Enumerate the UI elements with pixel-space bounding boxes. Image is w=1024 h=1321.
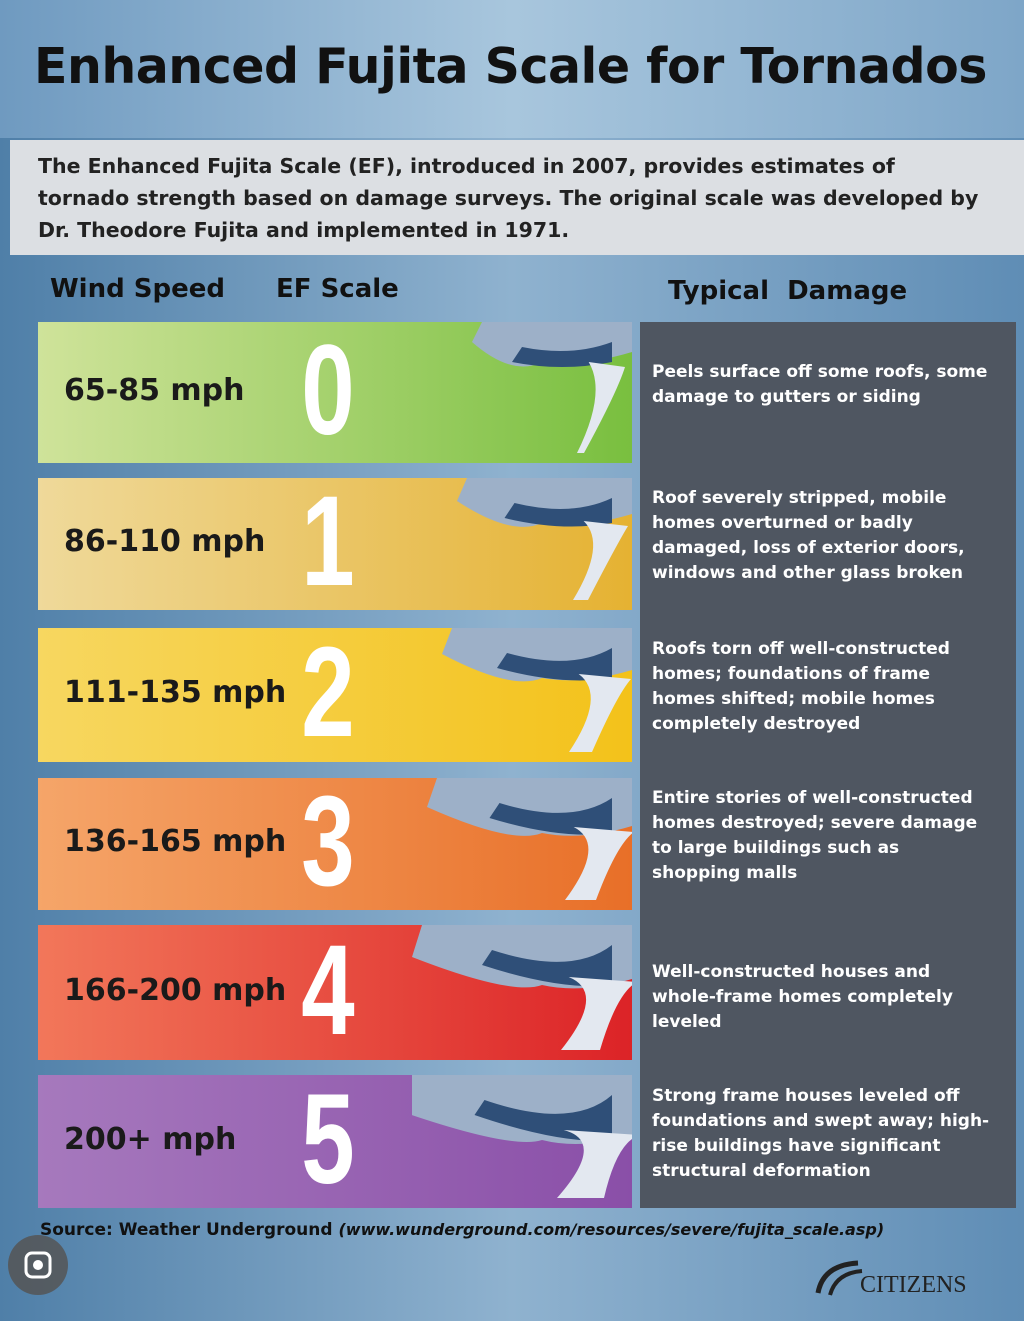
wind-speed: 136-165 mph (64, 824, 286, 859)
damage-text: Roof severely stripped, mobile homes ove… (652, 486, 992, 586)
scale-row: 166-200 mph 4 (38, 925, 632, 1060)
ef-number: 2 (298, 628, 358, 762)
wind-speed: 166-200 mph (64, 973, 286, 1008)
scale-row: 200+ mph 5 (38, 1075, 632, 1208)
ef-number: 0 (298, 322, 358, 463)
lens-button[interactable] (6, 1233, 70, 1297)
tornado-shape (565, 827, 632, 900)
source-url: (www.wunderground.com/resources/severe/f… (338, 1220, 884, 1239)
intro-box: The Enhanced Fujita Scale (EF), introduc… (10, 140, 1024, 255)
column-header: Typical Damage (668, 276, 907, 306)
source: Source: Weather Underground (www.wunderg… (40, 1220, 884, 1240)
source-label: Source: Weather Underground (40, 1220, 333, 1240)
tornado-shape (569, 674, 631, 752)
damage-text: Well-constructed houses and whole-frame … (652, 960, 992, 1035)
scale-row: 136-165 mph 3 (38, 778, 632, 910)
page: {"header": {"title": "Enhanced Fujita Sc… (0, 0, 1024, 1321)
wind-speed: 86-110 mph (64, 524, 265, 559)
logo-swoosh (830, 1271, 862, 1295)
title: Enhanced Fujita Scale for Tornados (34, 38, 987, 95)
tornado-graphic (412, 925, 632, 1060)
title-band: Enhanced Fujita Scale for Tornados (0, 0, 1024, 138)
scale-row: 86-110 mph 1 (38, 478, 632, 610)
damage-text: Roofs torn off well-constructed homes; f… (652, 637, 992, 737)
ef-number: 1 (298, 478, 358, 610)
scale-row: 65-85 mph 0 (38, 322, 632, 463)
intro-text: The Enhanced Fujita Scale (EF), introduc… (38, 150, 988, 246)
column-header: EF Scale (276, 274, 399, 304)
wind-speed: 200+ mph (64, 1122, 236, 1157)
wind-speed: 111-135 mph (64, 675, 286, 710)
tornado-graphic (412, 1075, 632, 1208)
column-header: Wind Speed (50, 274, 225, 304)
wind-speed: 65-85 mph (64, 373, 244, 408)
tornado-graphic (412, 478, 632, 610)
logo-text: CITIZENS (860, 1272, 967, 1299)
ef-number: 5 (298, 1075, 358, 1208)
damage-text: Strong frame houses leveled off foundati… (652, 1084, 992, 1184)
ef-number: 3 (298, 778, 358, 910)
scale-row: 111-135 mph 2 (38, 628, 632, 762)
tornado-shape (573, 521, 628, 600)
damage-text: Entire stories of well-constructed homes… (652, 786, 992, 886)
tornado-graphic (412, 322, 632, 463)
infographic: Enhanced Fujita Scale for Tornados The E… (0, 0, 1024, 1321)
tornado-graphic (412, 628, 632, 762)
ef-number: 4 (298, 925, 358, 1060)
tornado-shape (577, 362, 625, 453)
tornado-graphic (412, 778, 632, 910)
logo-mark (808, 1255, 868, 1300)
lens-dot[interactable] (33, 1260, 43, 1270)
damage-panel (640, 322, 1016, 1208)
damage-text: Peels surface off some roofs, some damag… (652, 360, 992, 410)
